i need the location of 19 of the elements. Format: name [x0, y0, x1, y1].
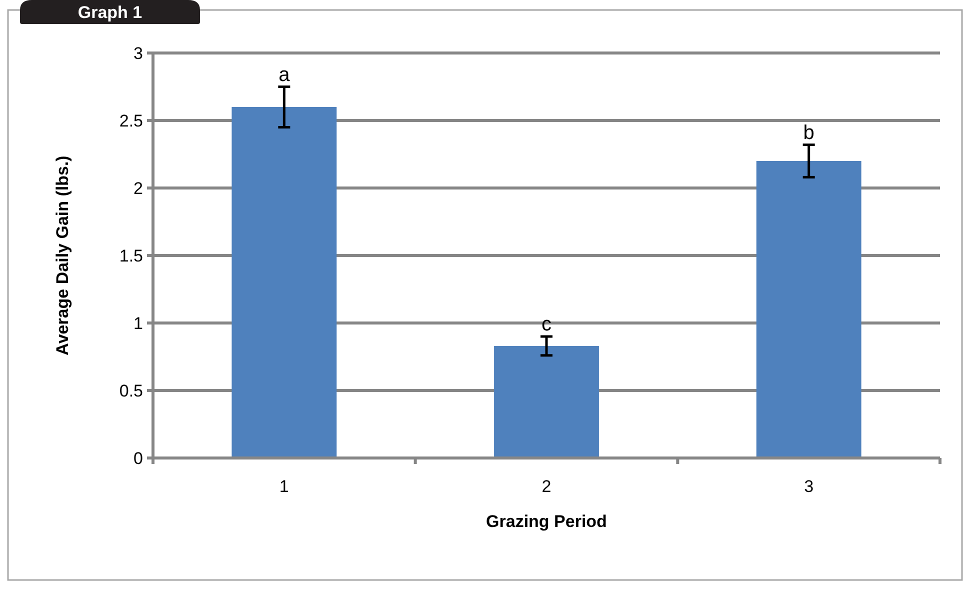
annotation: a — [278, 64, 291, 86]
x-tick-label: 2 — [542, 477, 552, 496]
y-tick-label: 1 — [134, 314, 143, 333]
x-tick-label: 3 — [804, 477, 814, 496]
y-tick-label: 3 — [134, 44, 143, 63]
x-tick-label: 1 — [279, 477, 289, 496]
chart-title: Graph 1 — [78, 3, 142, 22]
bar — [756, 161, 862, 458]
y-tick-label: 1.5 — [119, 246, 143, 266]
annotation: b — [803, 122, 814, 144]
y-axis-title: Average Daily Gain (lbs.) — [53, 156, 72, 356]
y-tick-label: 0.5 — [119, 381, 143, 400]
x-axis-title: Grazing Period — [486, 512, 607, 531]
bar — [494, 346, 599, 458]
y-tick-label: 2 — [134, 178, 143, 198]
annotation: c — [542, 314, 552, 336]
y-tick-label: 0 — [134, 448, 143, 468]
y-tick-label: 2.5 — [119, 111, 143, 130]
bar — [232, 107, 337, 458]
